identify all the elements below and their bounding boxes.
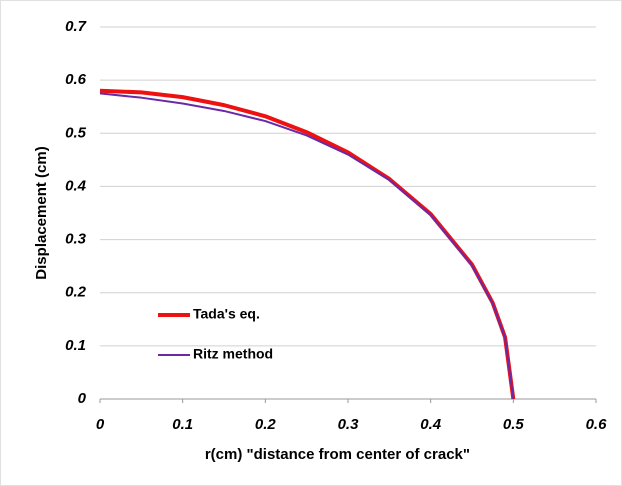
y-axis-label: Displacement (cm)	[33, 146, 50, 279]
series-line	[99, 92, 515, 400]
y-tick-label: 0.2	[65, 284, 87, 301]
x-tick-label: 0.2	[255, 416, 277, 433]
x-tick-label: 0.6	[586, 416, 608, 433]
y-tick-label: 0.7	[65, 18, 87, 35]
y-tick-label: 0.6	[65, 71, 87, 88]
x-tick-label: 0.4	[420, 416, 442, 433]
x-axis-label: r(cm) "distance from center of crack"	[205, 446, 470, 463]
legend-label: Tada's eq.	[193, 306, 260, 322]
y-tick-label: 0	[78, 390, 87, 407]
x-tick-label: 0.5	[503, 416, 525, 433]
x-tick-label: 0.3	[338, 416, 360, 433]
y-tick-label: 0.1	[65, 337, 86, 354]
legend-label: Ritz method	[193, 346, 273, 362]
y-tick-label: 0.4	[65, 177, 87, 194]
y-tick-label: 0.5	[65, 124, 87, 141]
x-tick-label: 0	[96, 416, 105, 433]
y-tick-label: 0.3	[65, 231, 87, 248]
x-tick-label: 0.1	[172, 416, 193, 433]
